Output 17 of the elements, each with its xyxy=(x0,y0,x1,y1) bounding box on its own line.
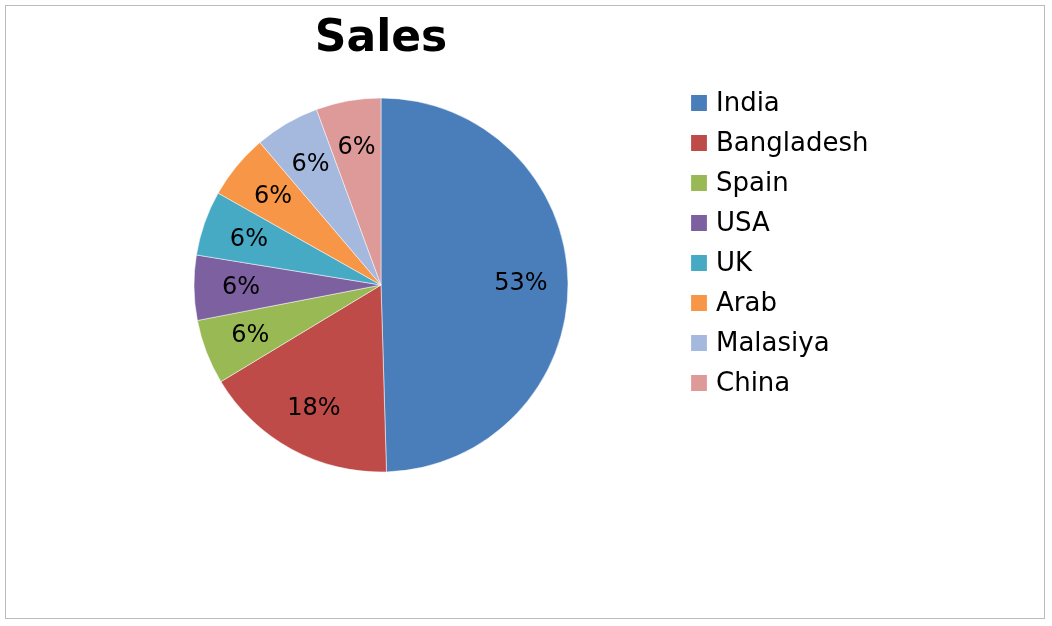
legend-label: India xyxy=(716,87,780,117)
chart-title: Sales xyxy=(314,10,448,61)
data-label: 6% xyxy=(229,223,268,252)
data-label: 6% xyxy=(291,149,330,178)
legend-label: UK xyxy=(716,247,754,277)
legend-label: Bangladesh xyxy=(716,127,869,157)
data-label: 53% xyxy=(494,267,548,296)
data-label: 6% xyxy=(231,320,270,349)
legend-label: Malasiya xyxy=(716,327,830,357)
legend-label: China xyxy=(716,367,791,397)
data-label: 6% xyxy=(337,132,376,161)
data-label: 6% xyxy=(221,272,261,301)
data-label: 18% xyxy=(287,392,341,421)
legend-label: USA xyxy=(716,207,771,237)
legend-label: Arab xyxy=(716,287,777,317)
legend-label: Spain xyxy=(716,167,789,197)
data-label: 6% xyxy=(253,180,293,209)
